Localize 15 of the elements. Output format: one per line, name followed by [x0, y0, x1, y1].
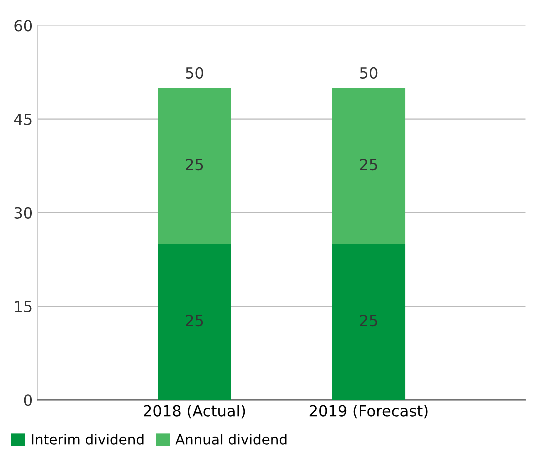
data-label: 25: [186, 159, 204, 171]
x-tick-label: 2019 (Forecast): [310, 405, 428, 419]
total-label: 50: [360, 67, 378, 79]
y-tick-label: 60: [14, 20, 32, 32]
y-tick-label: 0: [24, 394, 32, 406]
y-tick-label: 15: [15, 301, 32, 313]
data-label: 25: [186, 315, 204, 327]
legend-label: Annual dividend: [176, 434, 287, 445]
y-tick-label: 30: [14, 207, 32, 219]
data-label: 25: [360, 315, 378, 327]
y-tick-label: 45: [14, 114, 32, 126]
total-label: 50: [186, 67, 204, 79]
data-label: 25: [360, 159, 378, 171]
legend-label: Interim dividend: [32, 434, 144, 445]
x-tick-label: 2018 (Actual): [144, 405, 246, 419]
